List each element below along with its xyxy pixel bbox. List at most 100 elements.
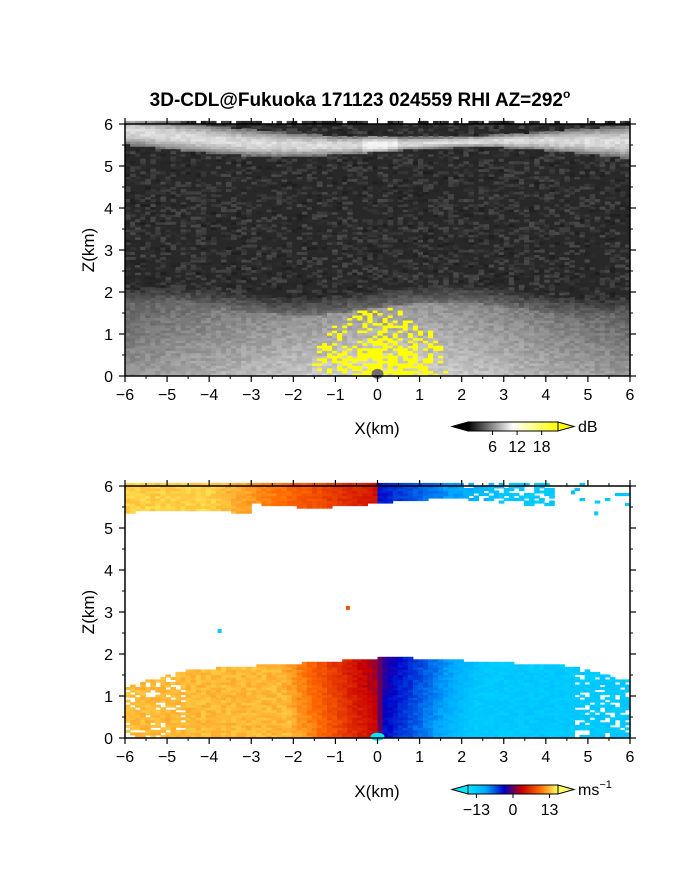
backscatter-cell xyxy=(518,357,525,361)
backscatter-cell xyxy=(569,231,575,235)
backscatter-cell xyxy=(554,325,560,329)
backscatter-cell xyxy=(417,307,424,311)
backscatter-cell xyxy=(210,325,217,329)
backscatter-cell xyxy=(549,372,555,376)
backscatter-cell xyxy=(185,342,192,346)
backscatter-cell xyxy=(130,357,136,361)
backscatter-cell xyxy=(594,340,601,344)
backscatter-cell xyxy=(503,330,510,334)
backscatter-cell xyxy=(165,325,171,329)
backscatter-cell xyxy=(564,350,570,354)
backscatter-cell xyxy=(337,352,343,356)
backscatter-cell xyxy=(468,249,474,253)
backscatter-cell xyxy=(332,299,338,303)
backscatter-cell xyxy=(599,332,606,336)
backscatter-cell xyxy=(579,317,586,321)
backscatter-cell xyxy=(215,362,222,366)
backscatter-cell xyxy=(221,259,227,263)
backscatter-cell xyxy=(332,322,338,326)
backscatter-cell xyxy=(286,269,293,273)
backscatter-cell xyxy=(468,332,474,336)
backscatter-cell xyxy=(423,320,429,324)
backscatter-cell xyxy=(614,317,621,321)
backscatter-cell xyxy=(291,367,298,371)
backscatter-cell xyxy=(327,330,333,334)
backscatter-cell xyxy=(392,289,399,293)
backscatter-cell xyxy=(130,372,136,376)
backscatter-cell xyxy=(599,322,606,326)
backscatter-cell xyxy=(402,264,409,268)
backscatter-cell xyxy=(286,274,293,278)
backscatter-cell xyxy=(251,362,257,366)
backscatter-cell xyxy=(443,226,449,230)
backscatter-cell xyxy=(316,297,323,301)
backscatter-cell xyxy=(579,337,586,341)
backscatter-cell xyxy=(195,372,202,376)
backscatter-cell xyxy=(135,307,141,311)
backscatter-cell xyxy=(604,352,611,356)
backscatter-cell xyxy=(503,297,510,301)
backscatter-cell xyxy=(539,345,545,349)
backscatter-cell xyxy=(286,337,293,341)
backscatter-cell xyxy=(291,264,298,268)
backscatter-cell xyxy=(332,350,338,354)
backscatter-cell xyxy=(311,360,318,364)
backscatter-cell xyxy=(135,219,141,223)
backscatter-cell xyxy=(539,340,545,344)
backscatter-cell xyxy=(316,360,323,364)
backscatter-cell xyxy=(569,302,575,306)
backscatter-cell xyxy=(200,345,207,349)
backscatter-cell xyxy=(296,314,303,318)
backscatter-cell xyxy=(387,231,394,235)
backscatter-cell xyxy=(493,299,500,303)
backscatter-cell xyxy=(125,314,131,318)
backscatter-cell xyxy=(554,314,560,318)
backscatter-cell xyxy=(539,337,545,341)
backscatter-cell xyxy=(306,299,313,303)
backscatter-cell xyxy=(140,259,146,263)
backscatter-cell xyxy=(488,345,495,349)
backscatter-cell xyxy=(306,332,313,336)
backscatter-cell xyxy=(251,342,257,346)
backscatter-cell xyxy=(205,289,212,293)
backscatter-cell xyxy=(337,279,343,283)
backscatter-cell xyxy=(165,355,171,359)
backscatter-cell xyxy=(337,372,343,376)
backscatter-cell xyxy=(468,345,474,349)
backscatter-cell xyxy=(190,289,197,293)
backscatter-cell xyxy=(382,314,389,318)
backscatter-cell xyxy=(534,221,540,225)
backscatter-cell xyxy=(261,317,267,321)
backscatter-cell xyxy=(352,307,358,311)
backscatter-cell xyxy=(574,330,581,334)
backscatter-cell xyxy=(195,350,202,354)
backscatter-cell xyxy=(185,269,192,273)
backscatter-cell xyxy=(195,362,202,366)
backscatter-cell xyxy=(256,272,262,276)
backscatter-cell xyxy=(609,362,616,366)
backscatter-cell xyxy=(125,330,131,334)
backscatter-cell xyxy=(382,352,389,356)
backscatter-cell xyxy=(175,327,182,331)
backscatter-cell xyxy=(625,362,631,366)
backscatter-cell xyxy=(423,330,429,334)
backscatter-cell xyxy=(544,340,550,344)
backscatter-cell xyxy=(352,269,358,273)
backscatter-cell xyxy=(574,340,581,344)
backscatter-cell xyxy=(266,246,272,250)
backscatter-cell xyxy=(155,259,161,263)
backscatter-cell xyxy=(423,342,429,346)
backscatter-cell xyxy=(276,330,283,334)
backscatter-cell xyxy=(453,330,459,334)
backscatter-cell xyxy=(524,304,530,308)
backscatter-cell xyxy=(574,299,581,303)
backscatter-cell xyxy=(246,287,252,291)
backscatter-cell xyxy=(468,299,474,303)
backscatter-cell xyxy=(221,294,227,298)
backscatter-cell xyxy=(412,254,419,258)
backscatter-cell xyxy=(559,347,565,351)
backscatter-cell xyxy=(423,325,429,329)
backscatter-cell xyxy=(625,372,631,376)
backscatter-cell xyxy=(367,269,373,273)
